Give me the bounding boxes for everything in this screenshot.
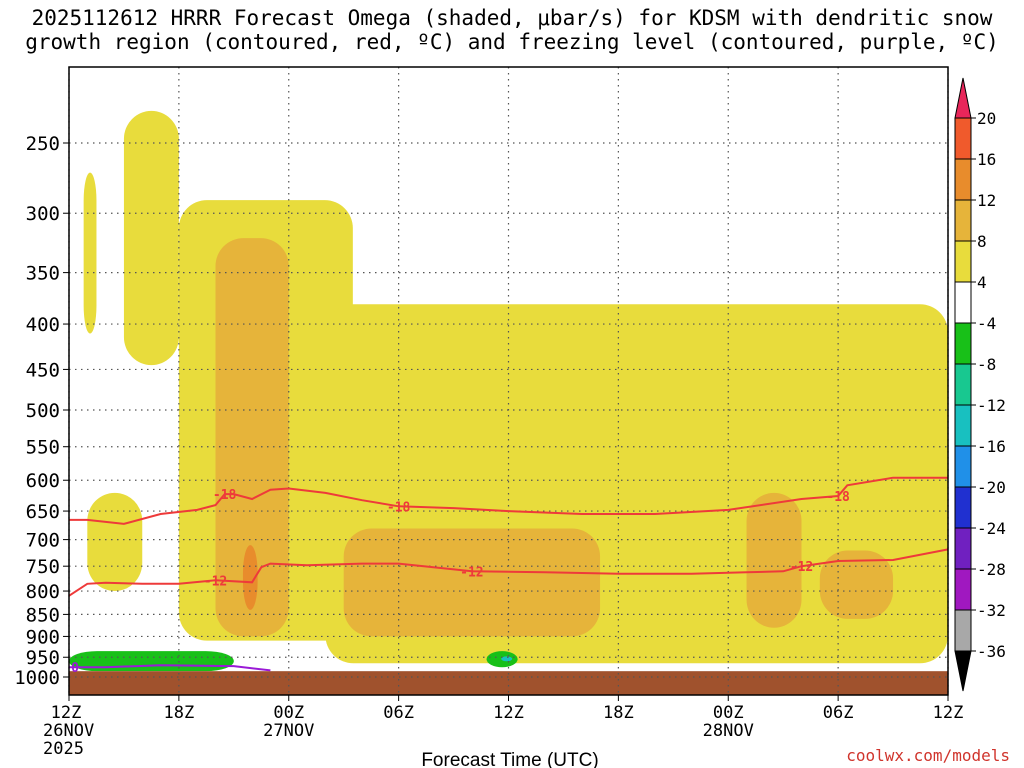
colorbar-segment-12 <box>954 609 972 652</box>
colorbar-segment-9 <box>954 486 972 529</box>
y-tick-label-300: 300 <box>26 203 60 225</box>
y-tick-label-900: 900 <box>26 626 60 648</box>
x-tick-label-0-2: 2025 <box>43 739 84 759</box>
colorbar-segment-11 <box>954 568 972 611</box>
contour-label-1-0: -18 <box>213 488 237 503</box>
contour-label-1-1: -18 <box>387 500 411 515</box>
x-tick-label-36-1: 28NOV <box>703 721 754 741</box>
y-tick-label-400: 400 <box>26 314 60 336</box>
x-tick-label-6-0: 18Z <box>164 703 195 723</box>
colorbar-label-12: -32 <box>977 601 1006 620</box>
colorbar-segment-5 <box>954 322 972 365</box>
omega-region-4-to-8-2 <box>87 492 143 592</box>
colorbar-label-13: -36 <box>977 642 1006 661</box>
y-tick-label-700: 700 <box>26 530 60 552</box>
colorbar-segment-0 <box>954 117 972 160</box>
colorbar-label-5: -4 <box>977 314 996 333</box>
y-tick-label-650: 650 <box>26 501 60 523</box>
colorbar-arrow-bottom <box>954 650 972 692</box>
colorbar-label-4: 4 <box>977 273 987 292</box>
contour-label-0-1: -12 <box>460 565 483 580</box>
colorbar-label-11: -28 <box>977 560 1006 579</box>
omega-region-4-to-8-1 <box>123 110 179 366</box>
site-credit[interactable]: coolwx.com/models <box>846 746 1010 765</box>
chart-title: 2025112612 HRRR Forecast Omega (shaded, … <box>0 6 1024 54</box>
colorbar-label-2: 12 <box>977 191 996 210</box>
colorbar-segment-10 <box>954 527 972 570</box>
omega-region-4-to-8-0 <box>83 172 97 334</box>
omega-region-8-to-12-7 <box>746 492 802 628</box>
y-tick-label-850: 850 <box>26 604 60 626</box>
contour-layer: -12 -12 -12 -18 -18 -18 0 <box>68 476 949 676</box>
y-tick-label-750: 750 <box>26 556 60 578</box>
y-tick-label-1000: 1000 <box>14 667 60 689</box>
colorbar-label-8: -16 <box>977 437 1006 456</box>
x-tick-label-12-1: 27NOV <box>263 721 314 741</box>
colorbar-label-10: -24 <box>977 519 1006 538</box>
y-tick-label-450: 450 <box>26 359 60 381</box>
x-tick-label-24-0: 12Z <box>493 703 524 723</box>
y-tick-label-550: 550 <box>26 437 60 459</box>
y-tick-label-950: 950 <box>26 647 60 669</box>
x-tick-label-0-0: 12Z <box>51 703 82 723</box>
terrain-fill <box>69 671 948 695</box>
omega-region-8-to-12-6 <box>343 528 601 637</box>
colorbar-label-3: 8 <box>977 232 987 251</box>
colorbar-label-1: 16 <box>977 150 996 169</box>
omega-shading-layer <box>69 110 948 672</box>
contour-label-2-0: 0 <box>71 661 79 676</box>
colorbar: 20 16 12 8 4 -4 -8 -12 -16 -20 -24 -28 -32 -36 <box>954 77 1006 692</box>
colorbar-label-0: 20 <box>977 109 996 128</box>
colorbar-arrow-top <box>954 77 972 119</box>
y-tick-label-350: 350 <box>26 263 60 285</box>
colorbar-label-7: -12 <box>977 396 1006 415</box>
contour-label-0-2: -12 <box>790 560 813 575</box>
contour-line-1 <box>69 476 948 525</box>
omega-region-12-to-16-9 <box>242 545 258 610</box>
omega-region-8-to-12-5 <box>215 238 289 637</box>
x-axis-label: Forecast Time (UTC) <box>421 750 598 768</box>
y-tick-label-500: 500 <box>26 400 60 422</box>
x-tick-label-36-0: 00Z <box>713 703 744 723</box>
axes-layer: 2503003504004505005506006507007508008509… <box>14 133 963 759</box>
colorbar-segment-4 <box>954 281 972 324</box>
x-tick-label-12-0: 00Z <box>273 703 304 723</box>
contour-line-2 <box>69 664 271 672</box>
x-tick-label-30-0: 18Z <box>603 703 634 723</box>
x-tick-label-48-0: 12Z <box>933 703 964 723</box>
colorbar-segment-3 <box>954 240 972 283</box>
colorbar-segment-7 <box>954 404 972 447</box>
colorbar-segment-2 <box>954 199 972 242</box>
contour-line-0 <box>68 548 949 597</box>
title-line-2: growth region (contoured, red, ºC) and f… <box>25 30 999 54</box>
y-tick-label-250: 250 <box>26 133 60 155</box>
x-tick-label-0-1: 26NOV <box>43 721 94 741</box>
terrain-layer <box>69 671 948 695</box>
colorbar-segment-8 <box>954 445 972 488</box>
title-line-1: 2025112612 HRRR Forecast Omega (shaded, … <box>31 6 993 30</box>
colorbar-label-6: -8 <box>977 355 996 374</box>
colorbar-label-9: -20 <box>977 478 1006 497</box>
contour-label-0-0: -12 <box>204 574 227 589</box>
y-tick-label-800: 800 <box>26 581 60 603</box>
omega-region--12-to--16-12 <box>501 656 513 662</box>
x-tick-label-18-0: 06Z <box>383 703 414 723</box>
contour-label-1-2: -18 <box>826 490 850 505</box>
y-tick-label-600: 600 <box>26 470 60 492</box>
x-tick-label-42-0: 06Z <box>823 703 854 723</box>
colorbar-segment-6 <box>954 363 972 406</box>
colorbar-segment-1 <box>954 158 972 201</box>
